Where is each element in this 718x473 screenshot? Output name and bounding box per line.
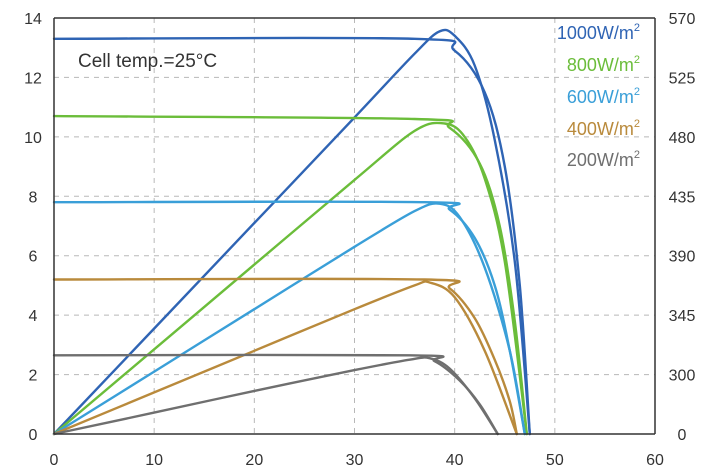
power-curve-600w-m2 — [52, 202, 526, 436]
legend-entry: 1000W/m2 — [557, 22, 640, 43]
legend-entry: 200W/m2 — [567, 149, 640, 170]
y-left-tick-label: 12 — [24, 70, 42, 87]
power-curve-800w-m2 — [52, 121, 528, 436]
y-left-tick-label: 0 — [29, 427, 38, 444]
x-tick-label: 60 — [646, 452, 664, 469]
current-curve-400w-m2 — [52, 277, 518, 436]
x-tick-label: 10 — [145, 452, 163, 469]
y-right-tick-label: 570 — [669, 11, 696, 28]
y-right-tick-label: 0 — [678, 427, 687, 444]
grid-layer — [54, 18, 655, 434]
y-left-tick-label: 6 — [29, 249, 38, 266]
current-curve-600w-m2 — [52, 200, 526, 436]
x-tick-label: 40 — [446, 452, 464, 469]
current-curve-1000w-m2 — [52, 36, 531, 436]
y-left-tick-label: 14 — [24, 11, 42, 28]
cell-temperature-annotation: Cell temp.=25°C — [78, 51, 217, 72]
y-right-tick-label: 345 — [669, 308, 696, 325]
y-left-tick-label: 8 — [29, 189, 38, 206]
y-left-tick-label: 10 — [24, 130, 42, 147]
tick-layer: 0 10 20 30 40 50 60 0 2 4 6 8 10 12 14 0 300 345 390 435 480… — [24, 11, 695, 469]
x-tick-label: 50 — [546, 452, 564, 469]
y-right-tick-label: 480 — [669, 130, 696, 147]
axis-layer — [53, 17, 656, 435]
current-curve-200w-m2 — [52, 353, 499, 436]
power-curve-200w-m2 — [52, 356, 499, 436]
y-left-tick-label: 2 — [29, 368, 38, 385]
current-curve-800w-m2 — [52, 114, 528, 436]
legend-entry: 800W/m2 — [567, 54, 640, 75]
x-tick-label: 0 — [50, 452, 59, 469]
y-right-tick-label: 390 — [669, 249, 696, 266]
y-right-tick-label: 525 — [669, 70, 696, 87]
legend-entry: 400W/m2 — [567, 118, 640, 139]
power-curve-400w-m2 — [52, 280, 518, 436]
series-layer — [52, 28, 531, 436]
legend: 1000W/m2 800W/m2 600W/m2 400W/m2 200W/m2 — [557, 22, 640, 170]
y-left-tick-label: 4 — [29, 308, 38, 325]
x-tick-label: 20 — [245, 452, 263, 469]
power-curve-1000w-m2 — [52, 28, 531, 436]
y-right-tick-label: 435 — [669, 189, 696, 206]
y-right-tick-label: 300 — [669, 368, 696, 385]
legend-entry: 600W/m2 — [567, 86, 640, 107]
x-tick-label: 30 — [346, 452, 364, 469]
